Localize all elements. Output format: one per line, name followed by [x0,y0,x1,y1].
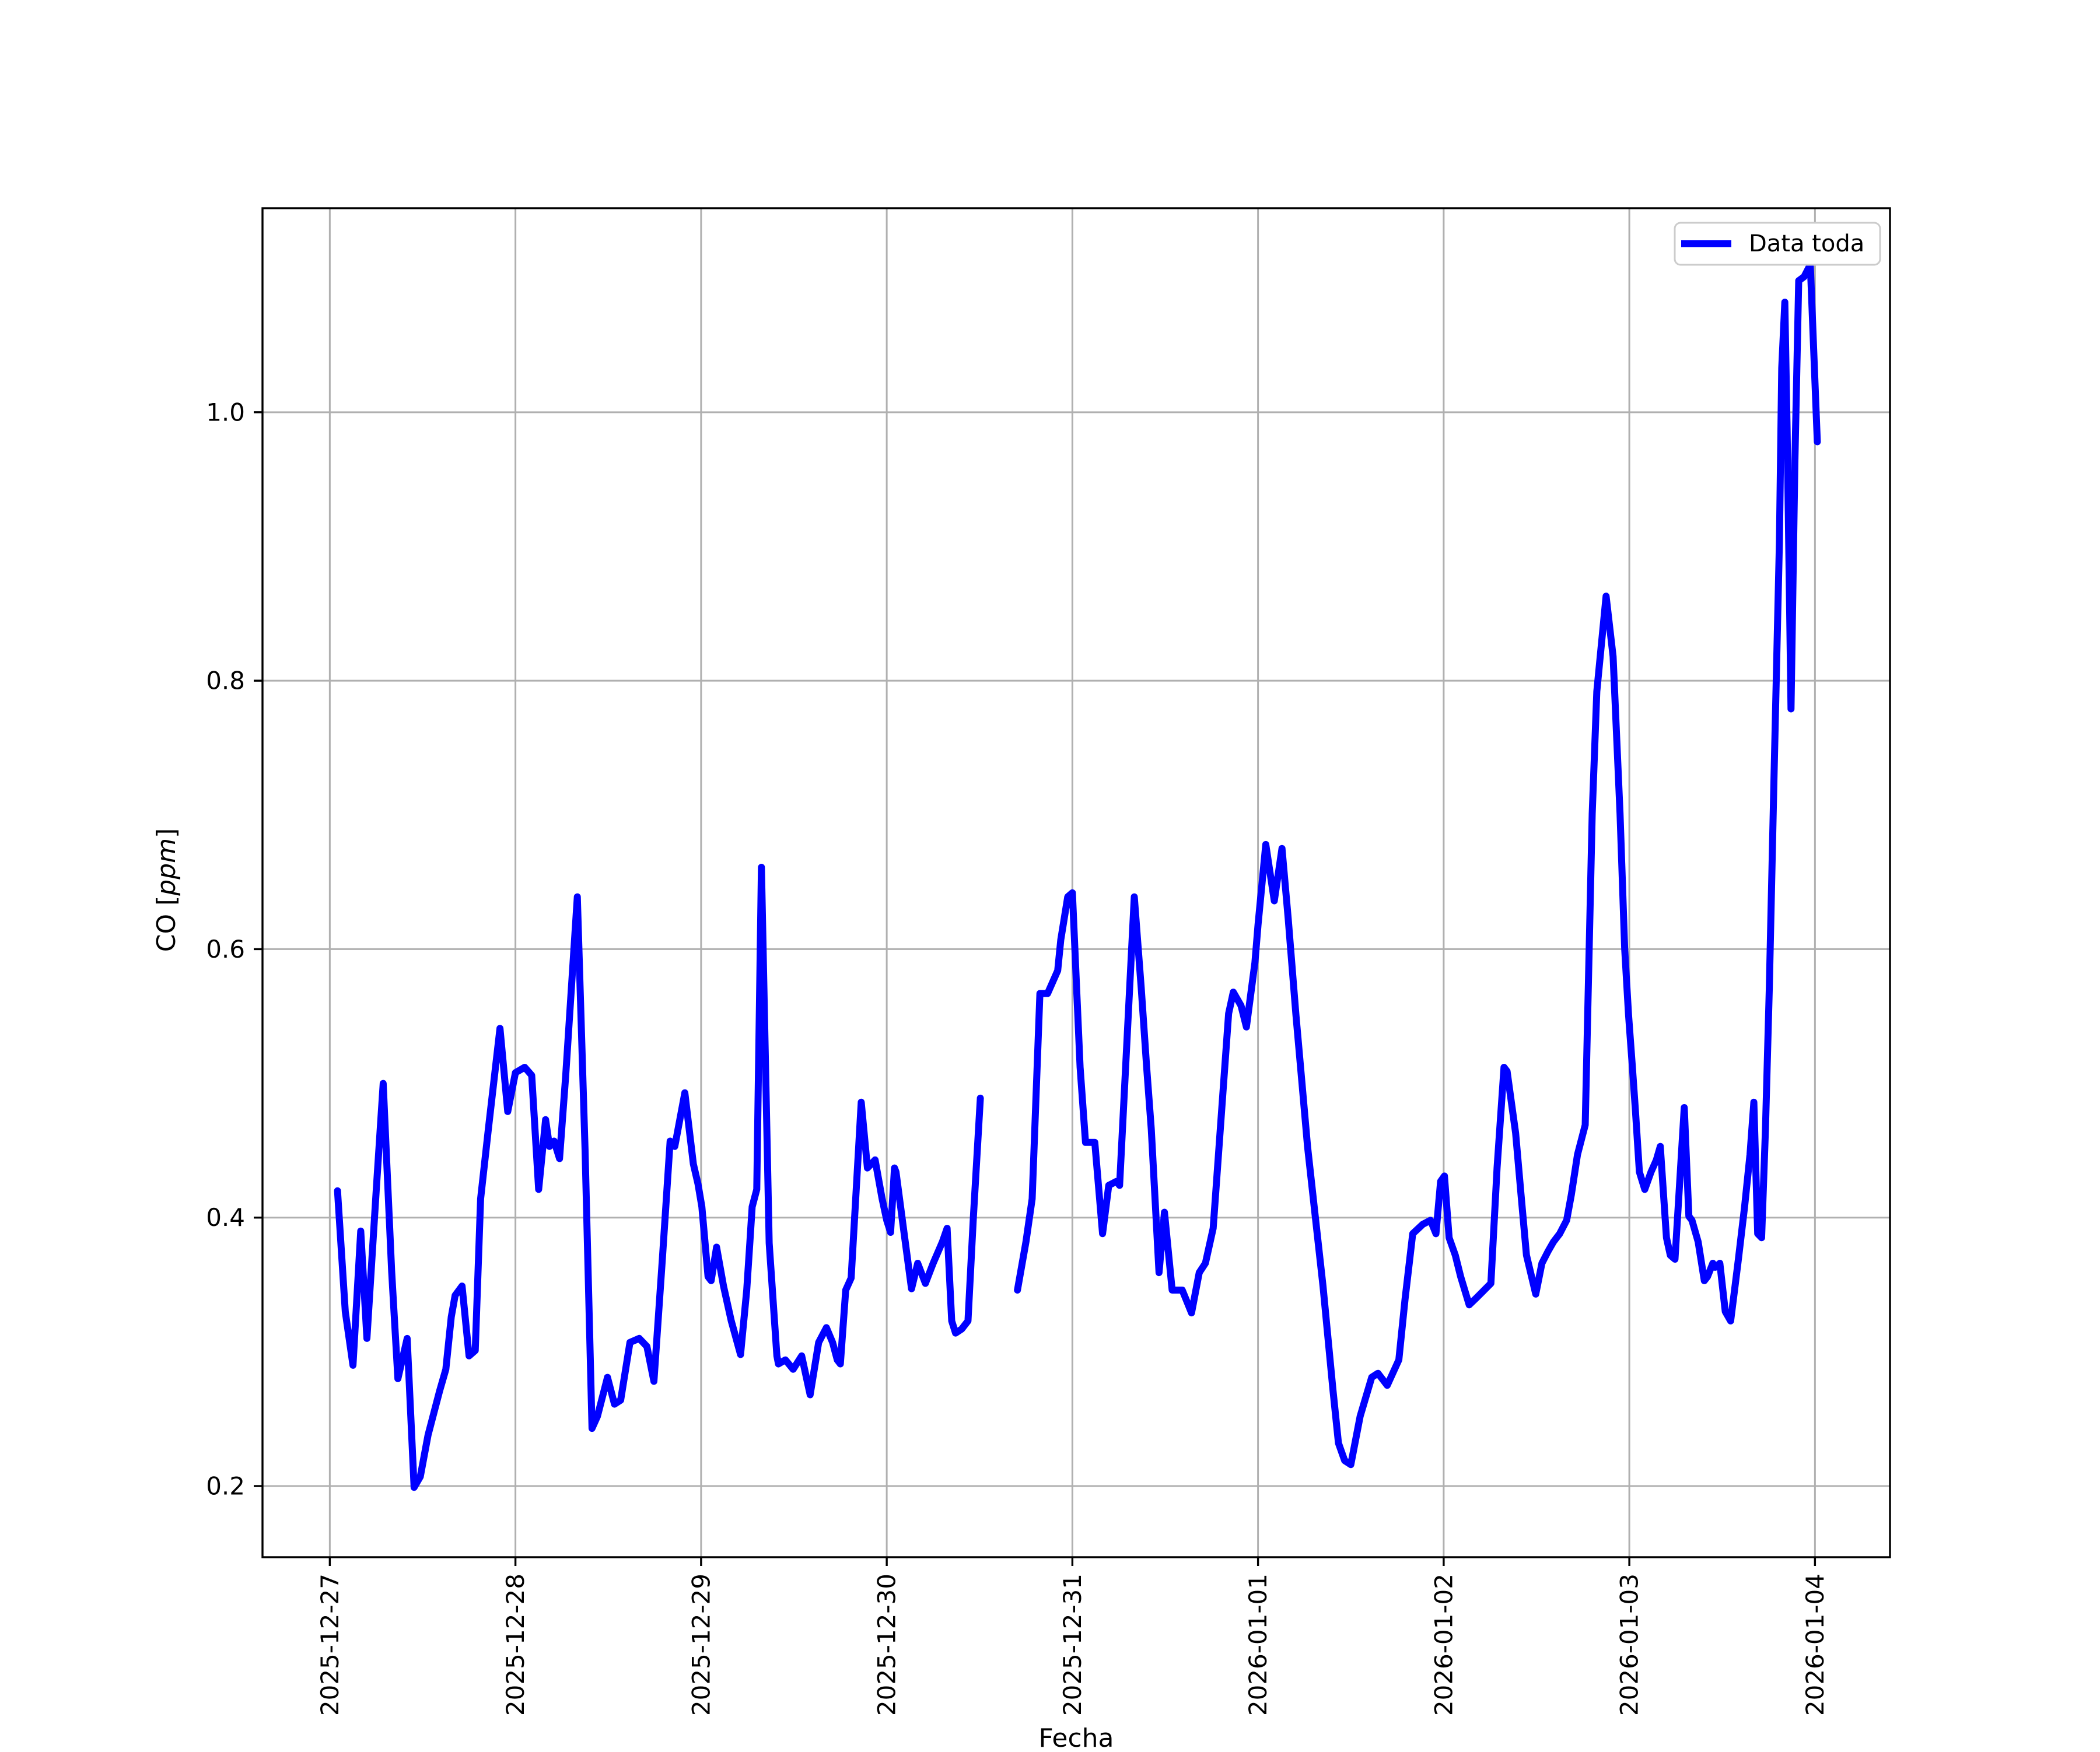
x-tick-label: 2026-01-03 [1615,1574,1644,1716]
gridlines [262,208,1890,1557]
x-tick-label: 2026-01-02 [1429,1574,1458,1716]
y-tick-label: 0.6 [206,935,245,963]
x-axis-ticks: 2025-12-27 2025-12-28 2025-12-29 2025-12-30… [316,1557,1829,1716]
plot-area-border [261,207,1891,1558]
legend-box [1674,222,1881,266]
y-tick-label: 0.4 [206,1203,245,1232]
data-line [334,261,1821,1491]
y-tick-label: 1.0 [206,398,245,426]
x-tick-label: 2025-12-31 [1058,1574,1087,1716]
x-axis-label: Fecha [1038,1723,1114,1750]
x-tick-label: 2026-01-04 [1801,1574,1829,1716]
series-line [334,261,1821,1491]
x-tick-label: 2025-12-28 [501,1574,530,1716]
y-axis-ticks: 0.2 0.4 0.6 0.8 1.0 [206,398,262,1501]
y-tick-label: 0.8 [206,667,245,695]
x-tick-label: 2026-01-01 [1244,1574,1272,1716]
x-tick-label: 2025-12-29 [687,1574,715,1716]
x-tick-label: 2025-12-27 [316,1574,344,1716]
legend: Data toda [1674,222,1881,266]
x-tick-label: 2025-12-30 [873,1574,901,1716]
y-tick-label: 0.2 [206,1472,245,1501]
y-axis-label: CO [ppm] [152,828,181,952]
legend-label: Data toda [1749,230,1864,257]
